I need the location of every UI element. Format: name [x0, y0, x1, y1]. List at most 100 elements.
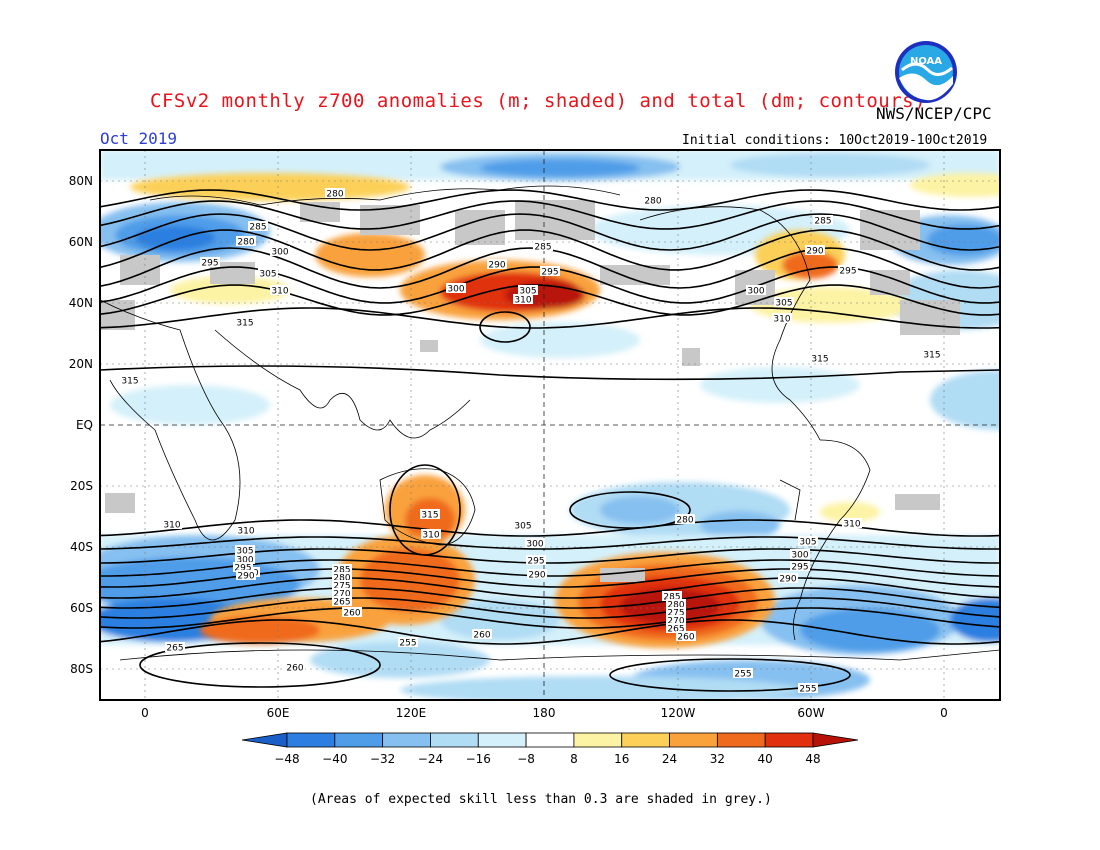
- colorbar-label: 16: [614, 752, 629, 766]
- contour-label-bg: [200, 257, 220, 267]
- contour-label: 300: [236, 556, 253, 566]
- contour-label: 280: [326, 190, 343, 200]
- contour-label: 285: [534, 243, 551, 253]
- contour-label: 290: [806, 247, 823, 257]
- contour-label-bg: [513, 294, 533, 304]
- contour-label-bg: [666, 615, 686, 625]
- contour-label-bg: [778, 573, 798, 583]
- lat-label: 60S: [70, 601, 93, 615]
- contour-label-bg: [236, 525, 256, 535]
- contour-label: 315: [923, 351, 940, 361]
- coastlines: [100, 185, 1000, 661]
- contour-label: 280: [644, 197, 661, 207]
- map-frame: [99, 149, 1001, 701]
- colorbar-segment: [573, 732, 623, 748]
- lon-label: 180: [533, 706, 556, 720]
- contour-label: 280: [667, 601, 684, 611]
- contour-line: [100, 213, 1000, 251]
- contour-label-bg: [332, 564, 352, 574]
- colorbar-segment: [334, 732, 384, 748]
- contour-label: 300: [447, 285, 464, 295]
- contour-label-bg: [774, 297, 794, 307]
- colorbar-label: 40: [758, 752, 773, 766]
- contour-label: 295: [839, 267, 856, 277]
- contour-label-bg: [342, 607, 362, 617]
- lat-label: 40N: [69, 296, 93, 310]
- contour-label: 305: [519, 287, 536, 297]
- contour-label-bg: [527, 569, 547, 579]
- contour-label: 265: [667, 625, 684, 635]
- agency-label: NWS/NCEP/CPC: [876, 104, 992, 123]
- contour-label-bg: [790, 549, 810, 559]
- lon-label: 120W: [661, 706, 696, 720]
- contour-label: 300: [747, 287, 764, 297]
- contour-label-bg: [922, 349, 942, 359]
- colorbar-segment: [621, 732, 670, 748]
- contour-label-bg: [472, 629, 492, 639]
- contour-label: 260: [677, 633, 694, 643]
- contour-label: 310: [843, 520, 860, 530]
- contour-label-bg: [540, 266, 560, 276]
- initial-conditions-label: Initial conditions: 10Oct2019-10Oct2019: [682, 133, 988, 148]
- contour-label-bg: [662, 591, 682, 601]
- contour-label: 310: [422, 531, 439, 541]
- contour-label-bg: [233, 562, 253, 572]
- contour-label: 270: [667, 617, 684, 627]
- contour-label-bg: [533, 241, 553, 251]
- colorbar-label: 24: [662, 752, 677, 766]
- lat-label: 40S: [70, 540, 93, 554]
- contour-label-bg: [420, 509, 440, 519]
- contour-label: 310: [237, 527, 254, 537]
- lat-label: 60N: [69, 235, 93, 249]
- contour-line: [100, 597, 1000, 619]
- colorbar-segment: [716, 732, 766, 748]
- contour-label-bg: [675, 514, 695, 524]
- colorbar-label: −48: [274, 752, 299, 766]
- contour-label: 275: [667, 609, 684, 619]
- colorbar-arrow-left: [241, 732, 288, 748]
- contour-label-bg: [235, 545, 255, 555]
- contour-label-bg: [733, 668, 753, 678]
- contour-label: 270: [333, 590, 350, 600]
- contour-label: 255: [734, 670, 751, 680]
- contour-label: 260: [343, 609, 360, 619]
- contour-label-bg: [810, 353, 830, 363]
- contour-label-bg: [398, 637, 418, 647]
- contour-line: [100, 607, 1000, 629]
- contour-label: 290: [779, 575, 796, 585]
- contour-label-bg: [643, 195, 663, 205]
- contour-label: 260: [473, 631, 490, 641]
- latitude-labels: 80N 60N 40N 20N EQ 20S 40S 60S 80S: [69, 174, 93, 676]
- contour-line: [609, 658, 851, 692]
- contour-label-bg: [525, 538, 545, 548]
- contour-label: 300: [271, 248, 288, 258]
- contour-label-bg: [526, 555, 546, 565]
- colorbar-segment: [669, 732, 718, 748]
- lat-label: 80S: [70, 662, 93, 676]
- contour-label: 295: [527, 557, 544, 567]
- contour-label: 295: [201, 259, 218, 269]
- contour-label: 275: [333, 582, 350, 592]
- contour-label: 310: [163, 521, 180, 531]
- contour-label: 305: [775, 299, 792, 309]
- longitude-labels: 0 60E 120E 180 120W 60W 0: [141, 706, 948, 720]
- colorbar-segment: [525, 732, 575, 748]
- contour-label: 305: [514, 522, 531, 532]
- contour-label-bg: [446, 283, 466, 293]
- contour-label: 295: [541, 268, 558, 278]
- lon-label: 60W: [797, 706, 824, 720]
- map-title: CFSv2 monthly z700 anomalies (m; shaded)…: [150, 90, 927, 112]
- contour-label-bg: [676, 631, 696, 641]
- contour-label: 285: [814, 217, 831, 227]
- contour-label: 280: [676, 516, 693, 526]
- contour-label: 295: [791, 563, 808, 573]
- colorbar-segment: [382, 732, 431, 748]
- contour-label: 290: [528, 571, 545, 581]
- contour-label-bg: [165, 642, 185, 652]
- contour-label: 265: [333, 598, 350, 608]
- contour-label: 280: [333, 574, 350, 584]
- contour-label-bg: [332, 580, 352, 590]
- contour-label-bg: [332, 588, 352, 598]
- contour-line: [100, 365, 1000, 381]
